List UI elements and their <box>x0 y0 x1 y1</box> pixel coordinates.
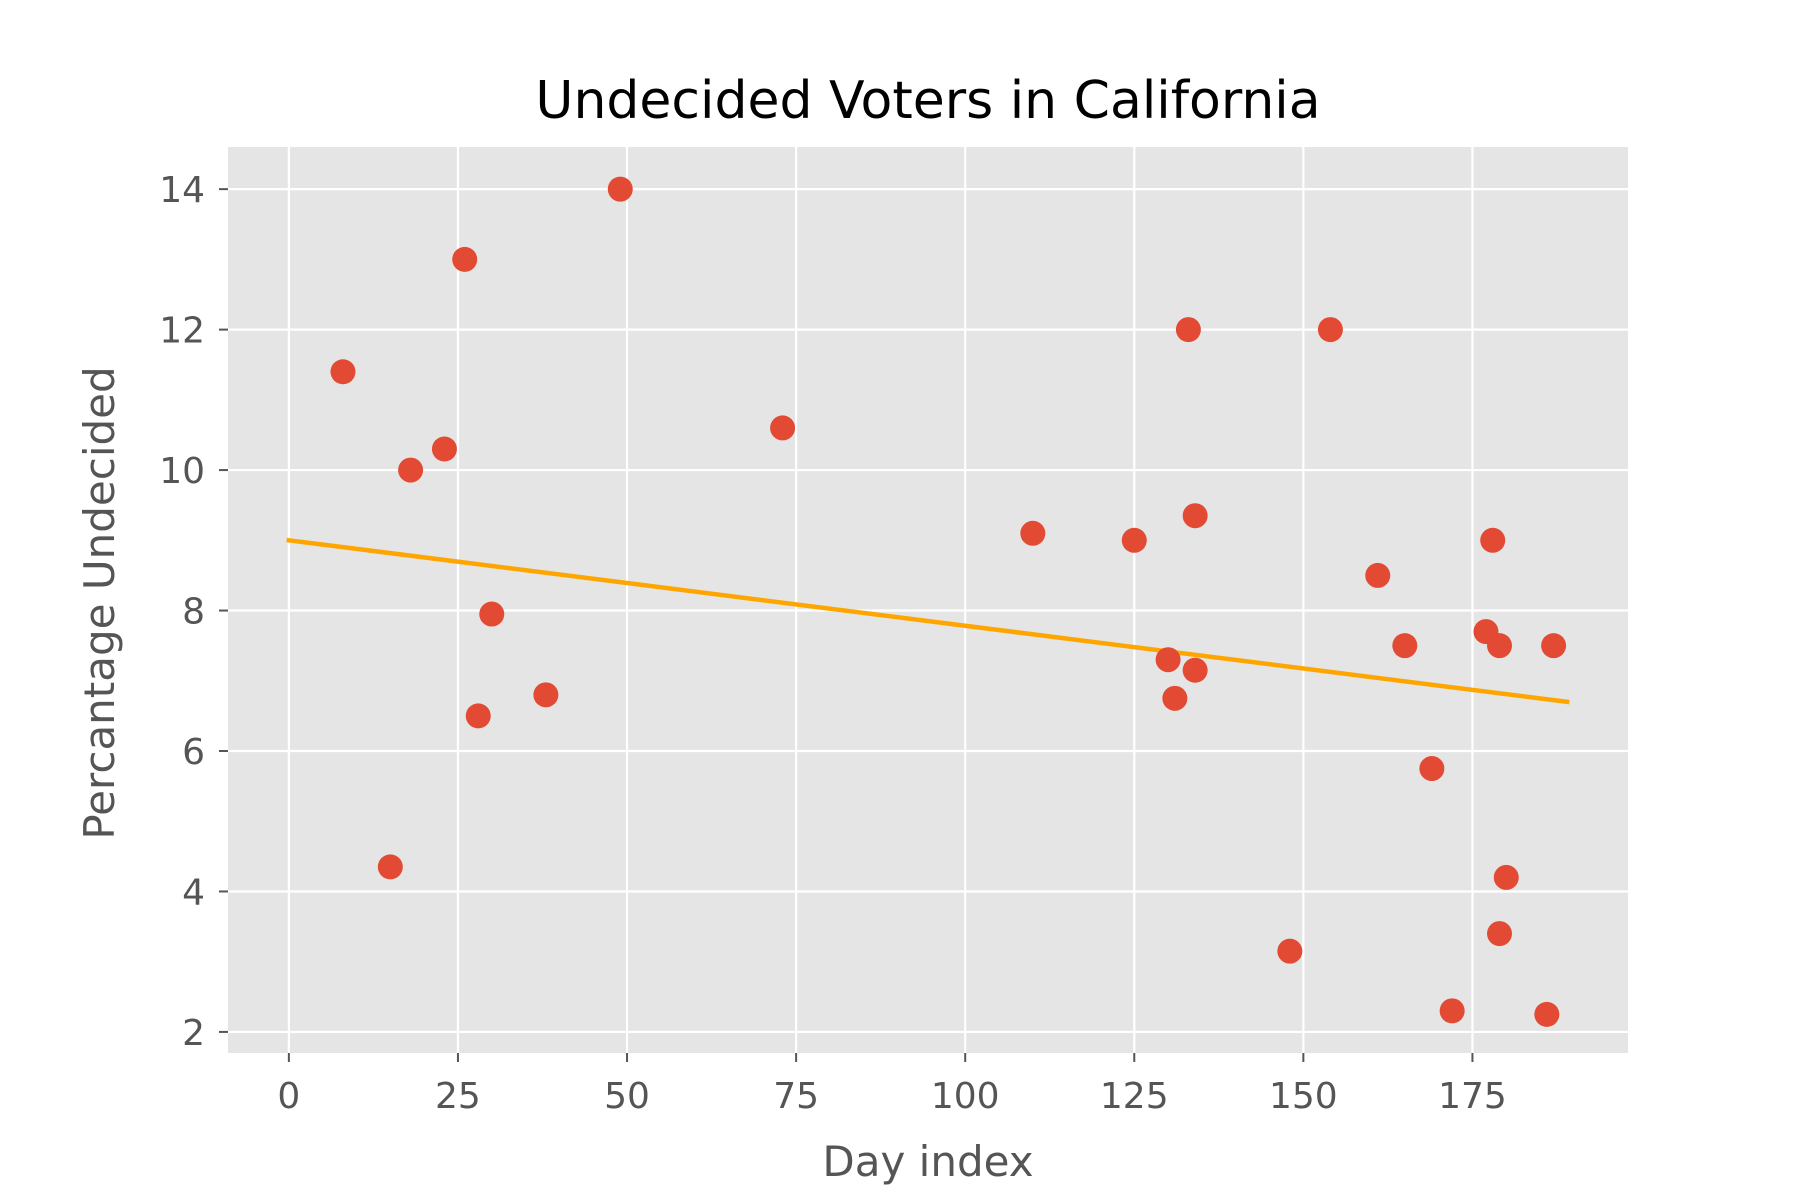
data-point <box>1162 685 1188 711</box>
data-point <box>1277 938 1303 964</box>
x-tick-label: 25 <box>435 1076 481 1117</box>
data-point <box>1439 998 1465 1024</box>
x-tick-label: 100 <box>931 1076 1000 1117</box>
y-axis-label: Percantage Undecided <box>75 366 124 839</box>
data-point <box>1486 633 1512 659</box>
y-tick-label: 4 <box>182 872 205 913</box>
chart-title: Undecided Voters in California <box>535 71 1320 131</box>
data-point <box>1541 633 1567 659</box>
data-point <box>330 359 356 385</box>
data-points <box>330 176 1567 1027</box>
x-tick-label: 50 <box>604 1076 650 1117</box>
data-point <box>1480 527 1506 553</box>
data-point <box>533 682 559 708</box>
data-point <box>1155 647 1181 673</box>
data-point <box>1121 527 1147 553</box>
trend-line-group <box>286 537 1570 705</box>
data-point <box>770 415 796 441</box>
data-point <box>452 246 478 272</box>
y-tick-label: 12 <box>159 311 205 352</box>
data-point <box>479 601 505 627</box>
y-tick-label: 6 <box>182 732 205 773</box>
data-point <box>1175 317 1201 343</box>
data-point <box>1392 633 1418 659</box>
y-tick-label: 14 <box>159 170 205 211</box>
data-point <box>1493 864 1519 890</box>
data-point <box>431 436 457 462</box>
data-point <box>1182 503 1208 529</box>
x-tick-label: 75 <box>773 1076 819 1117</box>
data-point <box>1182 657 1208 683</box>
y-tick-label: 2 <box>182 1013 205 1054</box>
y-axis-ticks: 2 4 6 8 10 12 14 <box>159 170 228 1054</box>
grid-lines <box>228 147 1628 1053</box>
data-point <box>377 854 403 880</box>
data-point <box>1317 317 1343 343</box>
x-tick-label: 0 <box>277 1076 300 1117</box>
data-point <box>1534 1001 1560 1027</box>
y-tick-label: 10 <box>159 451 205 492</box>
x-axis-ticks: 0 25 50 75 100 125 150 175 <box>277 1053 1507 1117</box>
trend-line <box>286 537 1570 705</box>
data-point <box>398 457 424 483</box>
x-tick-label: 125 <box>1100 1076 1169 1117</box>
data-point <box>1020 520 1046 546</box>
x-tick-label: 150 <box>1269 1076 1338 1117</box>
data-point <box>465 703 491 729</box>
y-tick-label: 8 <box>182 592 205 633</box>
plot-area <box>228 147 1628 1053</box>
data-point <box>1365 562 1391 588</box>
x-tick-label: 175 <box>1438 1076 1507 1117</box>
data-point <box>1486 921 1512 947</box>
x-axis-label: Day index <box>822 1137 1033 1186</box>
data-point <box>607 176 633 202</box>
data-point <box>1419 756 1445 782</box>
